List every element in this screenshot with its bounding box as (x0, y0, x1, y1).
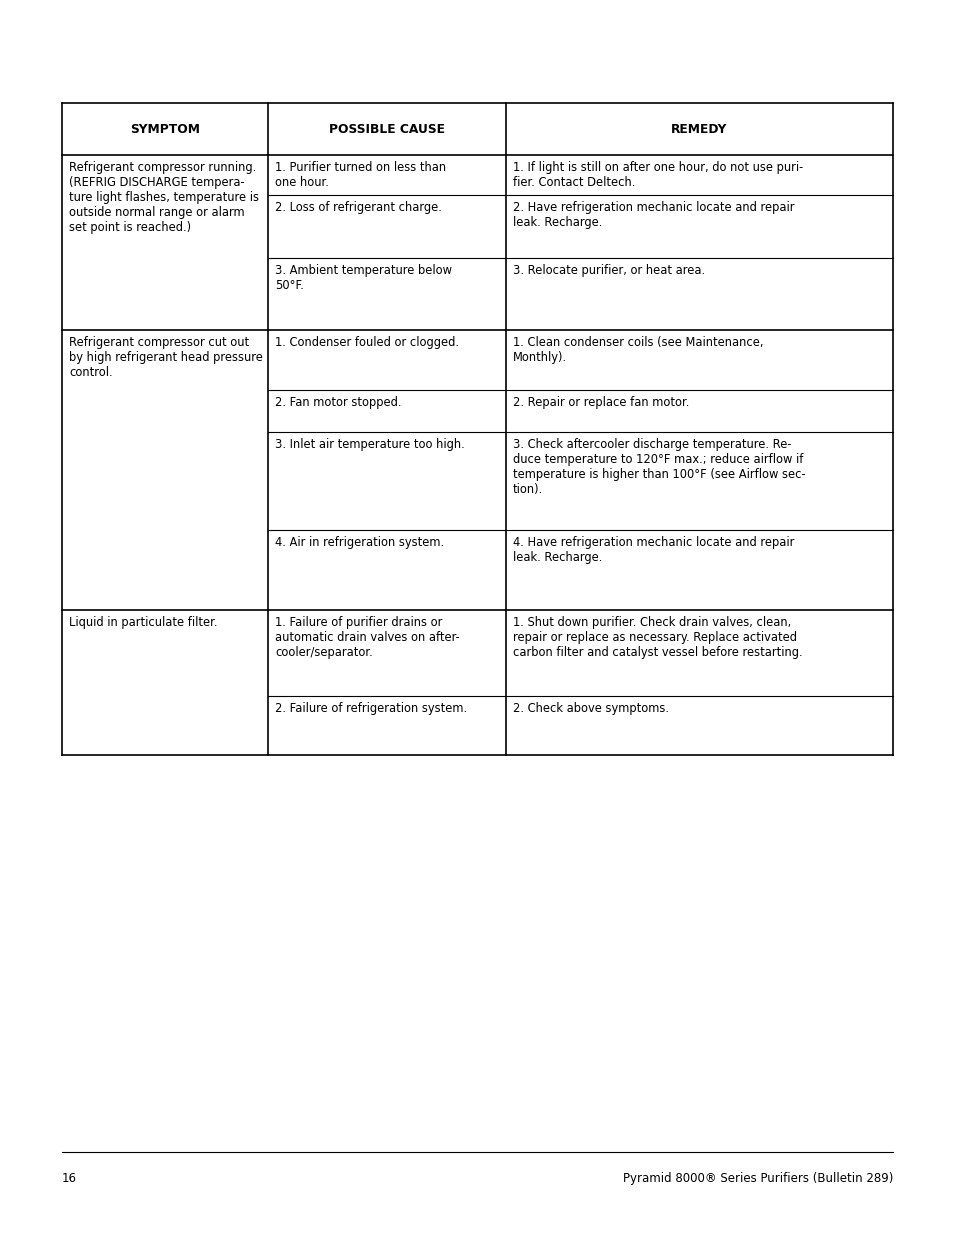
Text: 3. Relocate purifier, or heat area.: 3. Relocate purifier, or heat area. (513, 264, 704, 277)
Text: 1. If light is still on after one hour, do not use puri-
fier. Contact Deltech.: 1. If light is still on after one hour, … (513, 161, 802, 189)
Text: 4. Air in refrigeration system.: 4. Air in refrigeration system. (274, 536, 444, 550)
Text: SYMPTOM: SYMPTOM (130, 122, 200, 136)
Text: Refrigerant compressor cut out
by high refrigerant head pressure
control.: Refrigerant compressor cut out by high r… (69, 336, 263, 379)
Text: 3. Check aftercooler discharge temperature. Re-
duce temperature to 120°F max.; : 3. Check aftercooler discharge temperatu… (513, 438, 804, 496)
Text: 3. Ambient temperature below
50°F.: 3. Ambient temperature below 50°F. (274, 264, 452, 291)
Text: 1. Clean condenser coils (see Maintenance,
Monthly).: 1. Clean condenser coils (see Maintenanc… (513, 336, 762, 364)
Text: 1. Purifier turned on less than
one hour.: 1. Purifier turned on less than one hour… (274, 161, 446, 189)
Text: Liquid in particulate filter.: Liquid in particulate filter. (69, 616, 217, 629)
Text: Pyramid 8000® Series Purifiers (Bulletin 289): Pyramid 8000® Series Purifiers (Bulletin… (622, 1172, 892, 1186)
Text: 1. Shut down purifier. Check drain valves, clean,
repair or replace as necessary: 1. Shut down purifier. Check drain valve… (513, 616, 801, 659)
Text: 1. Failure of purifier drains or
automatic drain valves on after-
cooler/separat: 1. Failure of purifier drains or automat… (274, 616, 459, 659)
Text: 2. Failure of refrigeration system.: 2. Failure of refrigeration system. (274, 701, 467, 715)
Text: 16: 16 (62, 1172, 77, 1186)
Text: 4. Have refrigeration mechanic locate and repair
leak. Recharge.: 4. Have refrigeration mechanic locate an… (513, 536, 794, 564)
Text: 2. Have refrigeration mechanic locate and repair
leak. Recharge.: 2. Have refrigeration mechanic locate an… (513, 201, 794, 228)
Text: 2. Fan motor stopped.: 2. Fan motor stopped. (274, 396, 401, 409)
Text: POSSIBLE CAUSE: POSSIBLE CAUSE (329, 122, 444, 136)
Text: 2. Check above symptoms.: 2. Check above symptoms. (513, 701, 668, 715)
Text: Refrigerant compressor running.
(REFRIG DISCHARGE tempera-
ture light flashes, t: Refrigerant compressor running. (REFRIG … (69, 161, 258, 233)
Text: 3. Inlet air temperature too high.: 3. Inlet air temperature too high. (274, 438, 464, 451)
Text: 1. Condenser fouled or clogged.: 1. Condenser fouled or clogged. (274, 336, 458, 350)
Text: REMEDY: REMEDY (671, 122, 727, 136)
Text: 2. Repair or replace fan motor.: 2. Repair or replace fan motor. (513, 396, 689, 409)
Text: 2. Loss of refrigerant charge.: 2. Loss of refrigerant charge. (274, 201, 441, 214)
